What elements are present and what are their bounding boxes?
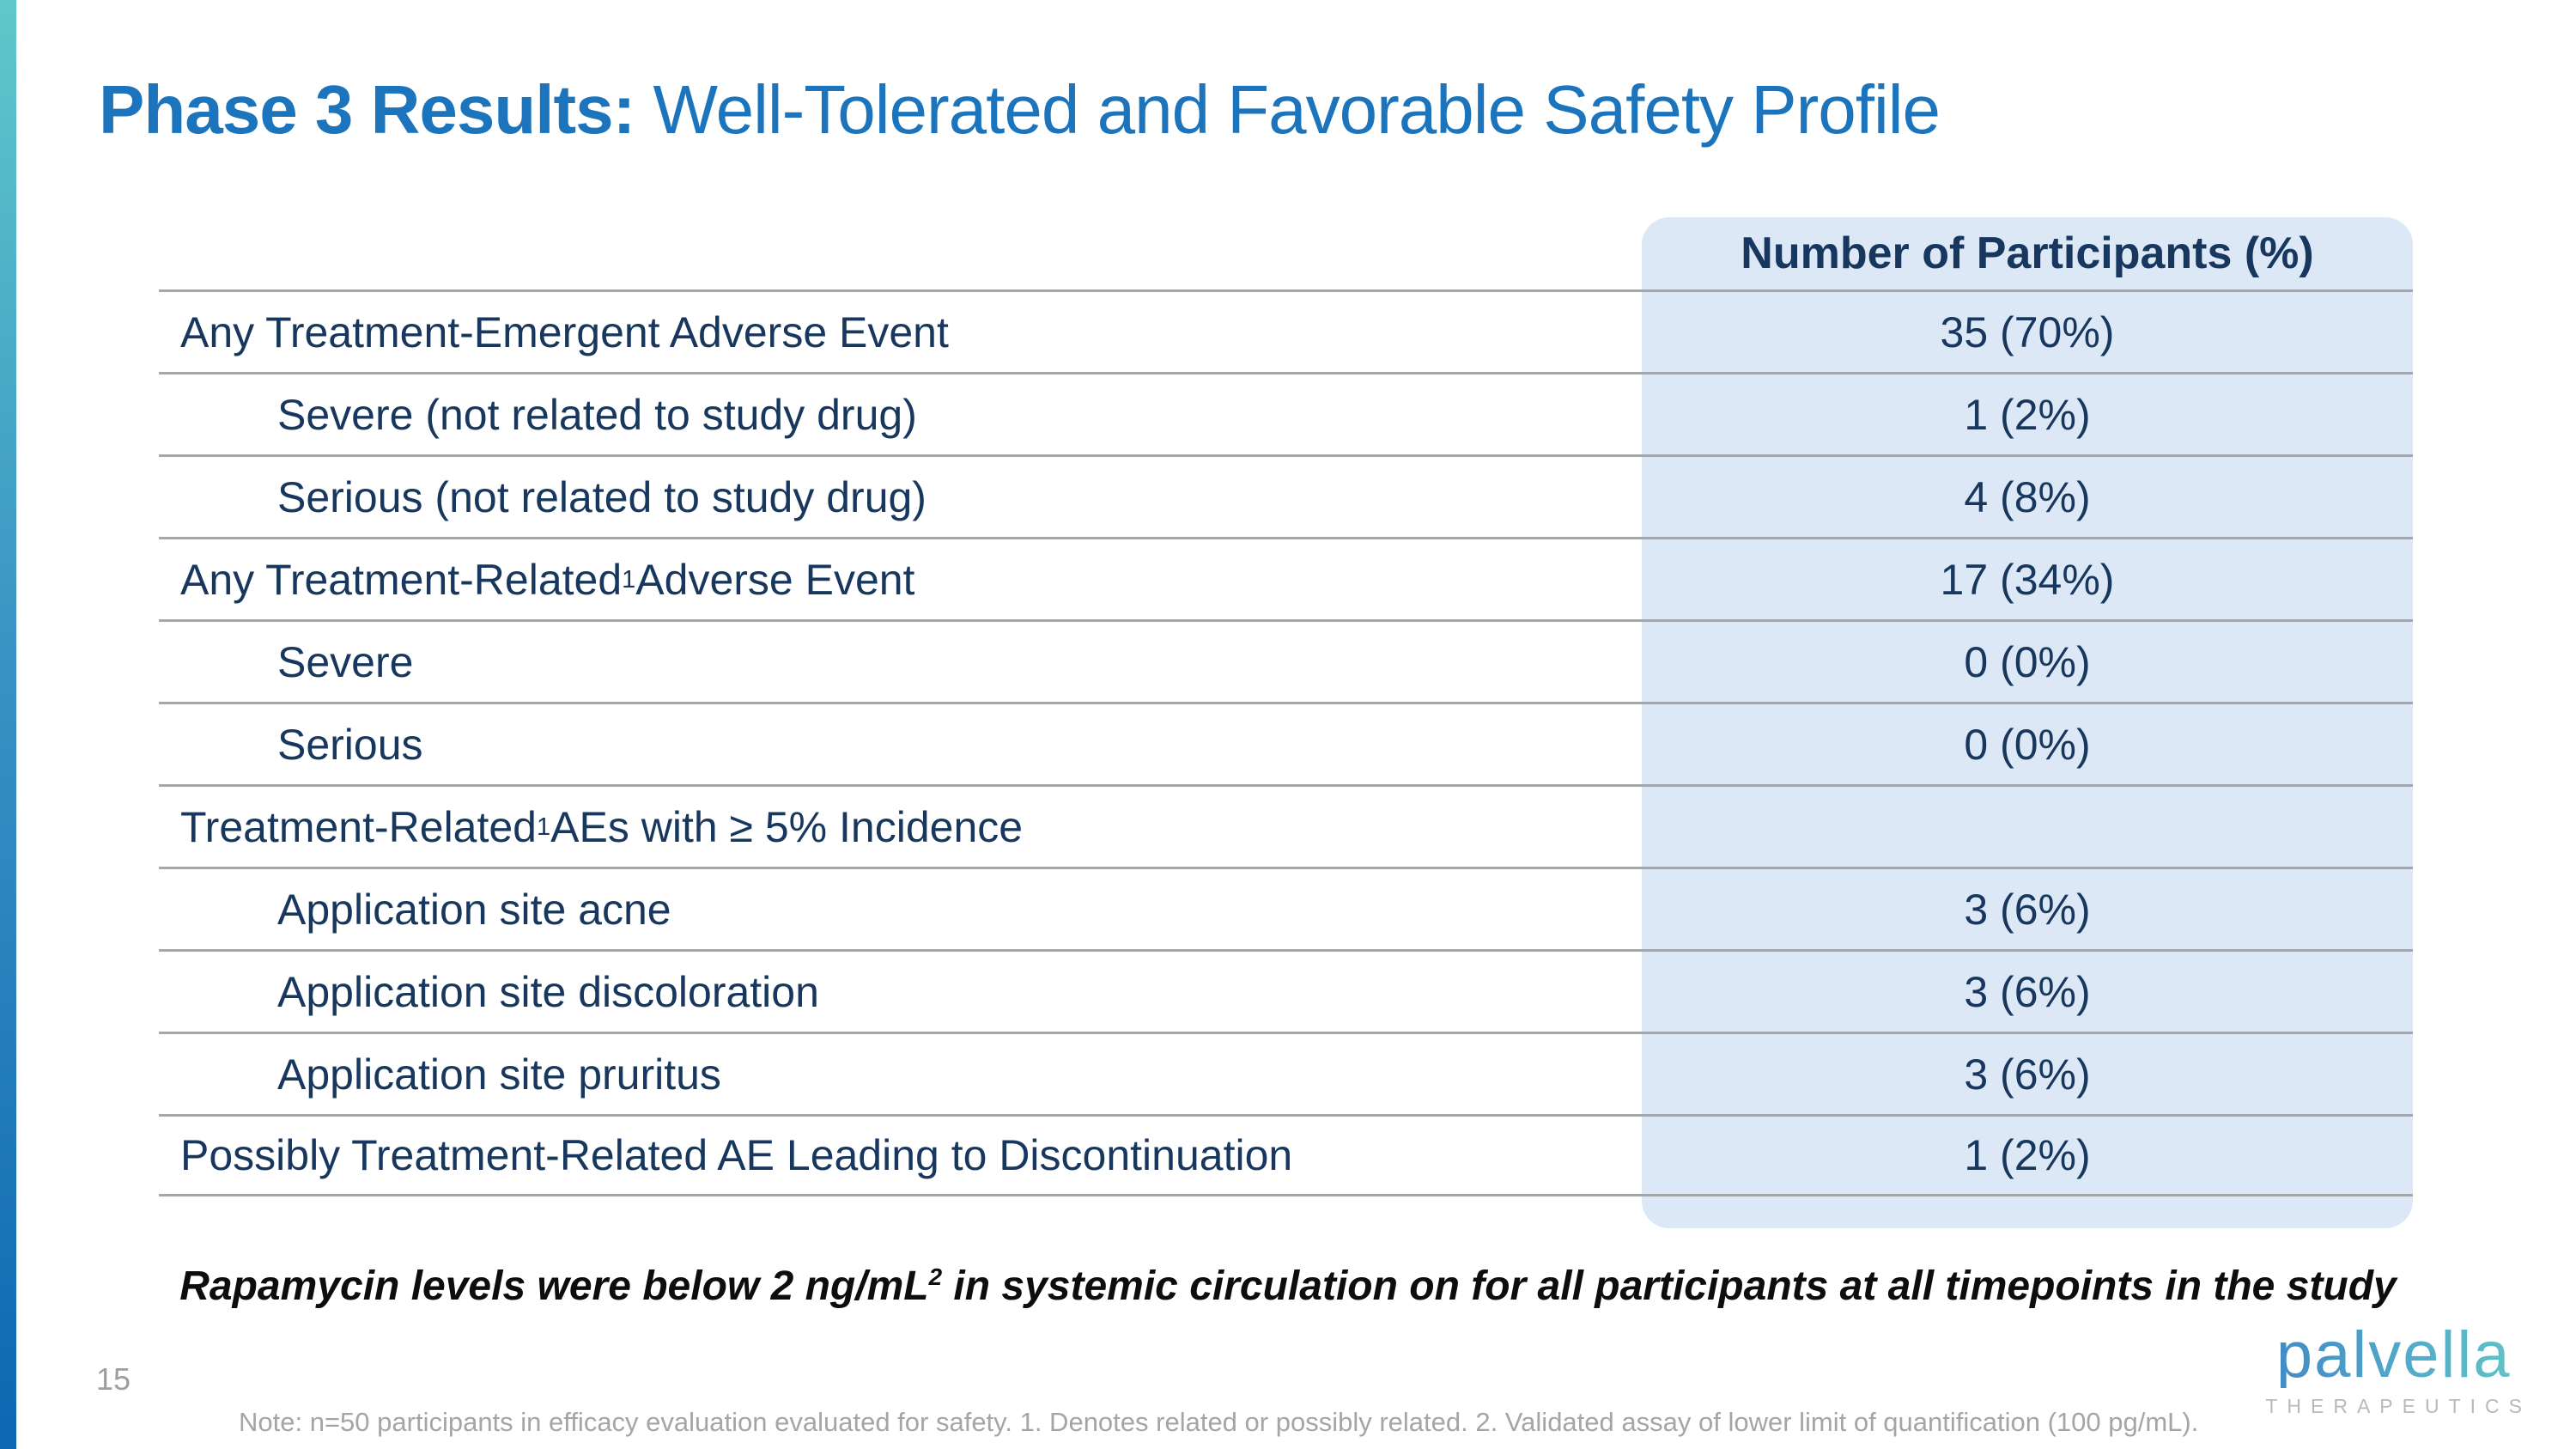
row-value: 3 (6%) xyxy=(1964,885,2091,934)
row-value: 4 (8%) xyxy=(1964,472,2091,521)
table-row: Application site pruritus 3 (6%) xyxy=(159,1032,2413,1114)
page-number: 15 xyxy=(96,1361,131,1397)
row-value: 35 (70%) xyxy=(1940,307,2115,356)
row-value: 0 (0%) xyxy=(1964,637,2091,686)
callout-post: in systemic circulation on for all parti… xyxy=(942,1263,2397,1309)
page-title-bold: Phase 3 Results: xyxy=(99,71,635,148)
row-label: Application site pruritus xyxy=(277,1050,721,1099)
row-label: Application site discoloration xyxy=(277,967,819,1016)
table-row: Severe (not related to study drug) 1 (2%) xyxy=(159,372,2413,454)
logo-wordmark: palvella xyxy=(2256,1323,2531,1388)
table-row: Application site acne 3 (6%) xyxy=(159,867,2413,949)
row-value: 1 (2%) xyxy=(1964,390,2091,439)
row-value: 17 (34%) xyxy=(1940,555,2115,604)
table-rows: Any Treatment-Emergent Adverse Event 35 (… xyxy=(159,289,2413,1196)
table-row: Any Treatment-Related 1 Adverse Event 17 (… xyxy=(159,537,2413,619)
callout-superscript: 2 xyxy=(928,1263,943,1290)
table-row: Serious (not related to study drug) 4 (8%… xyxy=(159,454,2413,537)
table-row: Possibly Treatment-Related AE Leading to… xyxy=(159,1114,2413,1196)
page-title-regular: Well-Tolerated and Favorable Safety Prof… xyxy=(635,71,1941,148)
table-row: Serious 0 (0%) xyxy=(159,702,2413,784)
logo-subtitle: THERAPEUTICS xyxy=(2265,1395,2531,1417)
table-header-row: Number of Participants (%) xyxy=(1642,217,2413,289)
safety-table: Number of Participants (%) Any Treatment… xyxy=(159,217,2413,1228)
table-row: Severe 0 (0%) xyxy=(159,619,2413,702)
row-label: Serious xyxy=(277,720,423,769)
row-value: 3 (6%) xyxy=(1964,1050,2091,1099)
row-label: Treatment-Related 1 AEs with ≥ 5% Inciden… xyxy=(180,802,1024,851)
value-column-background xyxy=(1642,217,2413,1228)
footnote: Note: n=50 participants in efficacy eval… xyxy=(239,1407,2199,1437)
value-column-header: Number of Participants (%) xyxy=(1741,228,2314,278)
row-label: Serious (not related to study drug) xyxy=(277,472,927,521)
palvella-logo: palvella THERAPEUTICS xyxy=(2256,1323,2531,1418)
left-accent-bar xyxy=(0,0,16,1449)
page-title: Phase 3 Results: Well-Tolerated and Favo… xyxy=(99,67,1941,153)
table-row: Application site discoloration 3 (6%) xyxy=(159,949,2413,1032)
row-label: Severe (not related to study drug) xyxy=(277,390,917,439)
callout-pre: Rapamycin levels were below 2 ng/mL xyxy=(179,1263,929,1309)
row-value: 1 (2%) xyxy=(1964,1131,2091,1179)
row-label: Severe xyxy=(277,637,414,686)
row-label: Any Treatment-Related 1 Adverse Event xyxy=(180,555,915,604)
row-value: 3 (6%) xyxy=(1964,967,2091,1016)
row-label: Possibly Treatment-Related AE Leading to… xyxy=(180,1131,1293,1179)
table-row: Any Treatment-Emergent Adverse Event 35 (… xyxy=(159,289,2413,372)
row-value xyxy=(1642,787,2413,867)
row-value: 0 (0%) xyxy=(1964,720,2091,769)
callout-statement: Rapamycin levels were below 2 ng/mL2 in … xyxy=(0,1263,2576,1310)
row-label: Any Treatment-Emergent Adverse Event xyxy=(180,307,949,356)
table-row: Treatment-Related 1 AEs with ≥ 5% Inciden… xyxy=(159,784,2413,867)
row-label: Application site acne xyxy=(277,885,671,934)
